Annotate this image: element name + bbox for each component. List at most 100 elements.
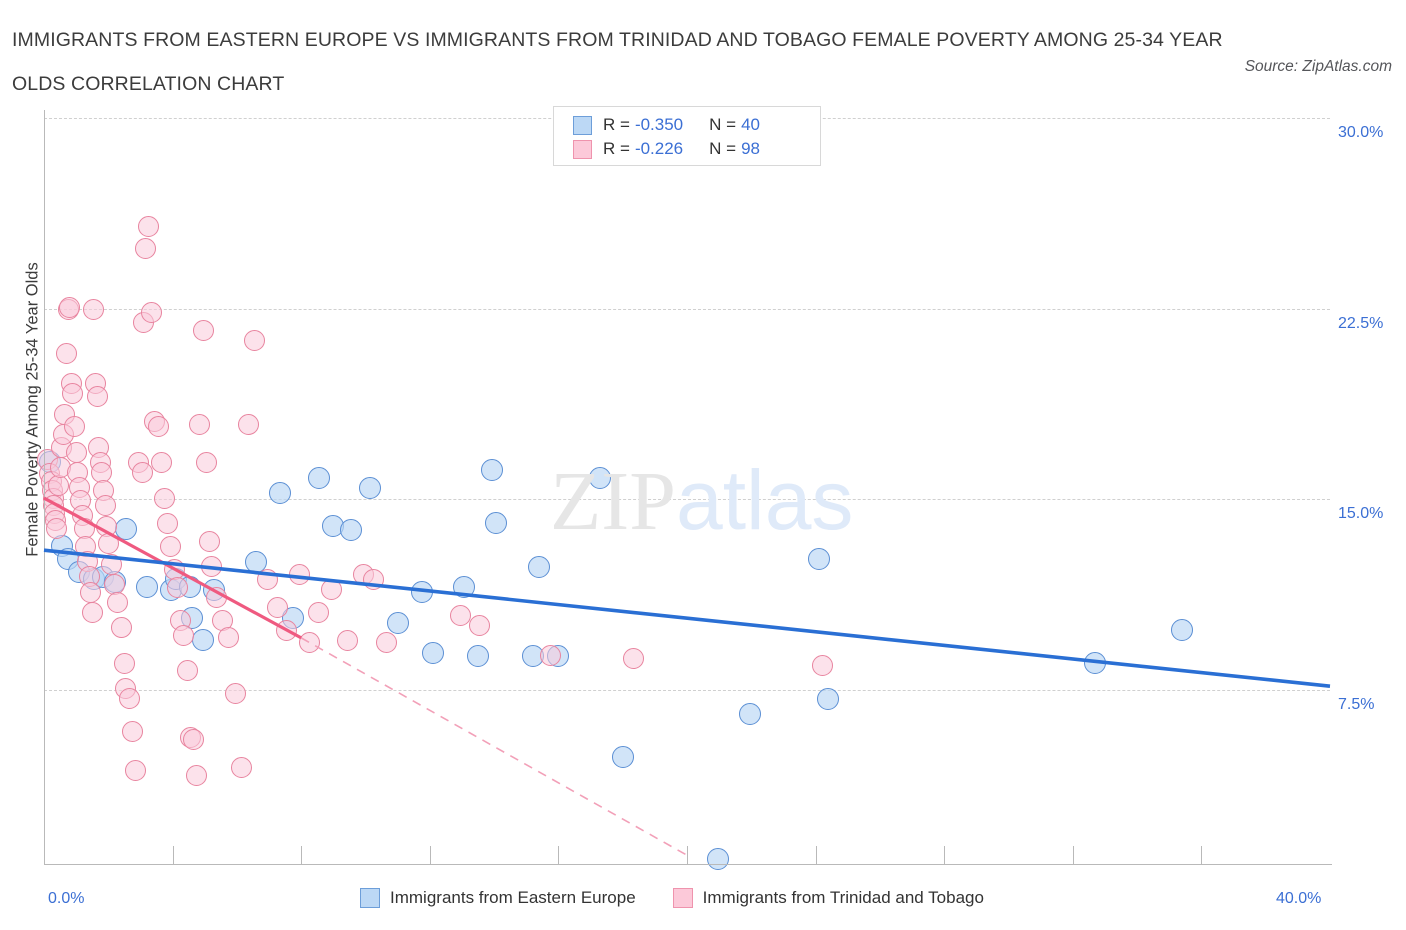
series-legend: Immigrants from Eastern Europe Immigrant… bbox=[360, 888, 1021, 908]
scatter-point bbox=[469, 614, 491, 636]
scatter-point bbox=[125, 759, 147, 781]
source-attribution: Source: ZipAtlas.com bbox=[1244, 58, 1392, 75]
scatter-point bbox=[738, 703, 761, 726]
scatter-point bbox=[192, 319, 214, 341]
scatter-point bbox=[131, 462, 153, 484]
scatter-point bbox=[321, 579, 343, 601]
scatter-point bbox=[449, 604, 471, 626]
scatter-point bbox=[59, 296, 81, 318]
stat-swatch-blue-icon bbox=[573, 115, 592, 135]
y-axis-title: Female Poverty Among 25-34 Year Olds bbox=[23, 262, 42, 557]
scatter-point bbox=[289, 563, 311, 585]
scatter-point bbox=[269, 481, 292, 504]
scatter-point bbox=[706, 848, 729, 871]
scatter-point bbox=[86, 385, 108, 407]
scatter-point bbox=[807, 548, 830, 571]
scatter-point bbox=[589, 466, 612, 489]
scatter-point bbox=[150, 451, 172, 473]
scatter-point bbox=[1084, 652, 1107, 675]
plot-area: 7.5% 15.0% 22.5% 30.0% bbox=[37, 110, 1383, 871]
scatter-point bbox=[65, 441, 87, 463]
scatter-point bbox=[817, 687, 840, 710]
x-tick-label: 0.0% bbox=[48, 890, 85, 907]
scatter-point bbox=[237, 413, 259, 435]
gridline-y bbox=[44, 499, 1330, 501]
stat-r-label-pink: R = bbox=[603, 139, 630, 158]
scatter-point bbox=[134, 238, 156, 260]
scatter-point bbox=[199, 530, 221, 552]
x-tick-mark bbox=[1201, 846, 1203, 864]
legend-item-eastern-europe[interactable]: Immigrants from Eastern Europe bbox=[360, 888, 636, 908]
legend-label-eastern-europe: Immigrants from Eastern Europe bbox=[390, 888, 636, 907]
scatter-point bbox=[298, 632, 320, 654]
scatter-point bbox=[62, 383, 84, 405]
scatter-point bbox=[94, 495, 116, 517]
scatter-point bbox=[467, 644, 490, 667]
scatter-point bbox=[340, 518, 363, 541]
scatter-point bbox=[110, 617, 132, 639]
statistics-legend: R = -0.350 N = 40 R = -0.226 N = 98 bbox=[553, 106, 821, 166]
scatter-point bbox=[135, 576, 158, 599]
scatter-point bbox=[337, 629, 359, 651]
scatter-point bbox=[81, 601, 103, 623]
stat-n-label-blue: N = bbox=[709, 115, 737, 134]
x-tick-mark bbox=[687, 846, 688, 864]
scatter-point bbox=[182, 729, 204, 751]
scatter-point bbox=[266, 596, 288, 618]
scatter-point bbox=[154, 487, 176, 509]
legend-label-trinidad-tobago: Immigrants from Trinidad and Tobago bbox=[702, 888, 984, 907]
scatter-point bbox=[308, 601, 330, 623]
gridline-y bbox=[44, 308, 1330, 310]
x-tick-mark bbox=[815, 846, 817, 864]
scatter-point bbox=[276, 619, 298, 641]
scatter-point bbox=[256, 568, 278, 590]
scatter-point bbox=[200, 556, 222, 578]
y-tick-label: 22.5% bbox=[1338, 314, 1384, 332]
scatter-point bbox=[375, 632, 397, 654]
scatter-point bbox=[1171, 619, 1194, 642]
scatter-point bbox=[231, 757, 253, 779]
scatter-point bbox=[192, 629, 215, 652]
scatter-point bbox=[186, 764, 208, 786]
scatter-point bbox=[386, 611, 409, 634]
y-tick-label: 15.0% bbox=[1338, 505, 1384, 523]
stat-n-value-blue: 40 bbox=[741, 115, 760, 134]
scatter-point bbox=[47, 474, 69, 496]
scatter-point bbox=[481, 459, 504, 482]
scatter-point bbox=[137, 215, 159, 237]
scatter-point bbox=[189, 413, 211, 435]
scatter-point bbox=[176, 660, 198, 682]
scatter-point bbox=[410, 581, 433, 604]
chart-title-line-2: OLDS CORRELATION CHART bbox=[12, 73, 285, 95]
scatter-point bbox=[80, 581, 102, 603]
scatter-point bbox=[160, 535, 182, 557]
scatter-point bbox=[83, 299, 105, 321]
scatter-point bbox=[623, 647, 645, 669]
scatter-point bbox=[452, 576, 475, 599]
scatter-point bbox=[147, 416, 169, 438]
scatter-point bbox=[56, 342, 77, 364]
legend-swatch-pink-icon bbox=[672, 888, 693, 908]
scatter-point bbox=[173, 624, 195, 646]
scatter-point bbox=[307, 466, 330, 489]
stat-r-label-blue: R = bbox=[603, 115, 630, 134]
scatter-point bbox=[101, 553, 122, 575]
scatter-point bbox=[484, 512, 507, 535]
stat-row-blue: R = -0.350 N = 40 bbox=[554, 113, 820, 137]
scatter-point bbox=[363, 568, 385, 590]
scatter-point bbox=[539, 645, 561, 667]
scatter-point bbox=[244, 329, 266, 351]
x-tick-mark bbox=[1072, 846, 1074, 864]
x-tick-mark bbox=[429, 846, 431, 864]
stat-r-value-blue: -0.350 bbox=[634, 115, 684, 134]
scatter-point bbox=[811, 655, 833, 677]
stat-swatch-pink-icon bbox=[573, 139, 592, 159]
scatter-point bbox=[157, 512, 179, 534]
legend-item-trinidad-tobago[interactable]: Immigrants from Trinidad and Tobago bbox=[672, 888, 984, 908]
scatter-point bbox=[64, 416, 86, 438]
y-tick-label: 7.5% bbox=[1338, 696, 1375, 713]
x-tick-mark bbox=[172, 846, 174, 864]
scatter-point bbox=[195, 451, 217, 473]
scatter-point bbox=[224, 683, 246, 705]
